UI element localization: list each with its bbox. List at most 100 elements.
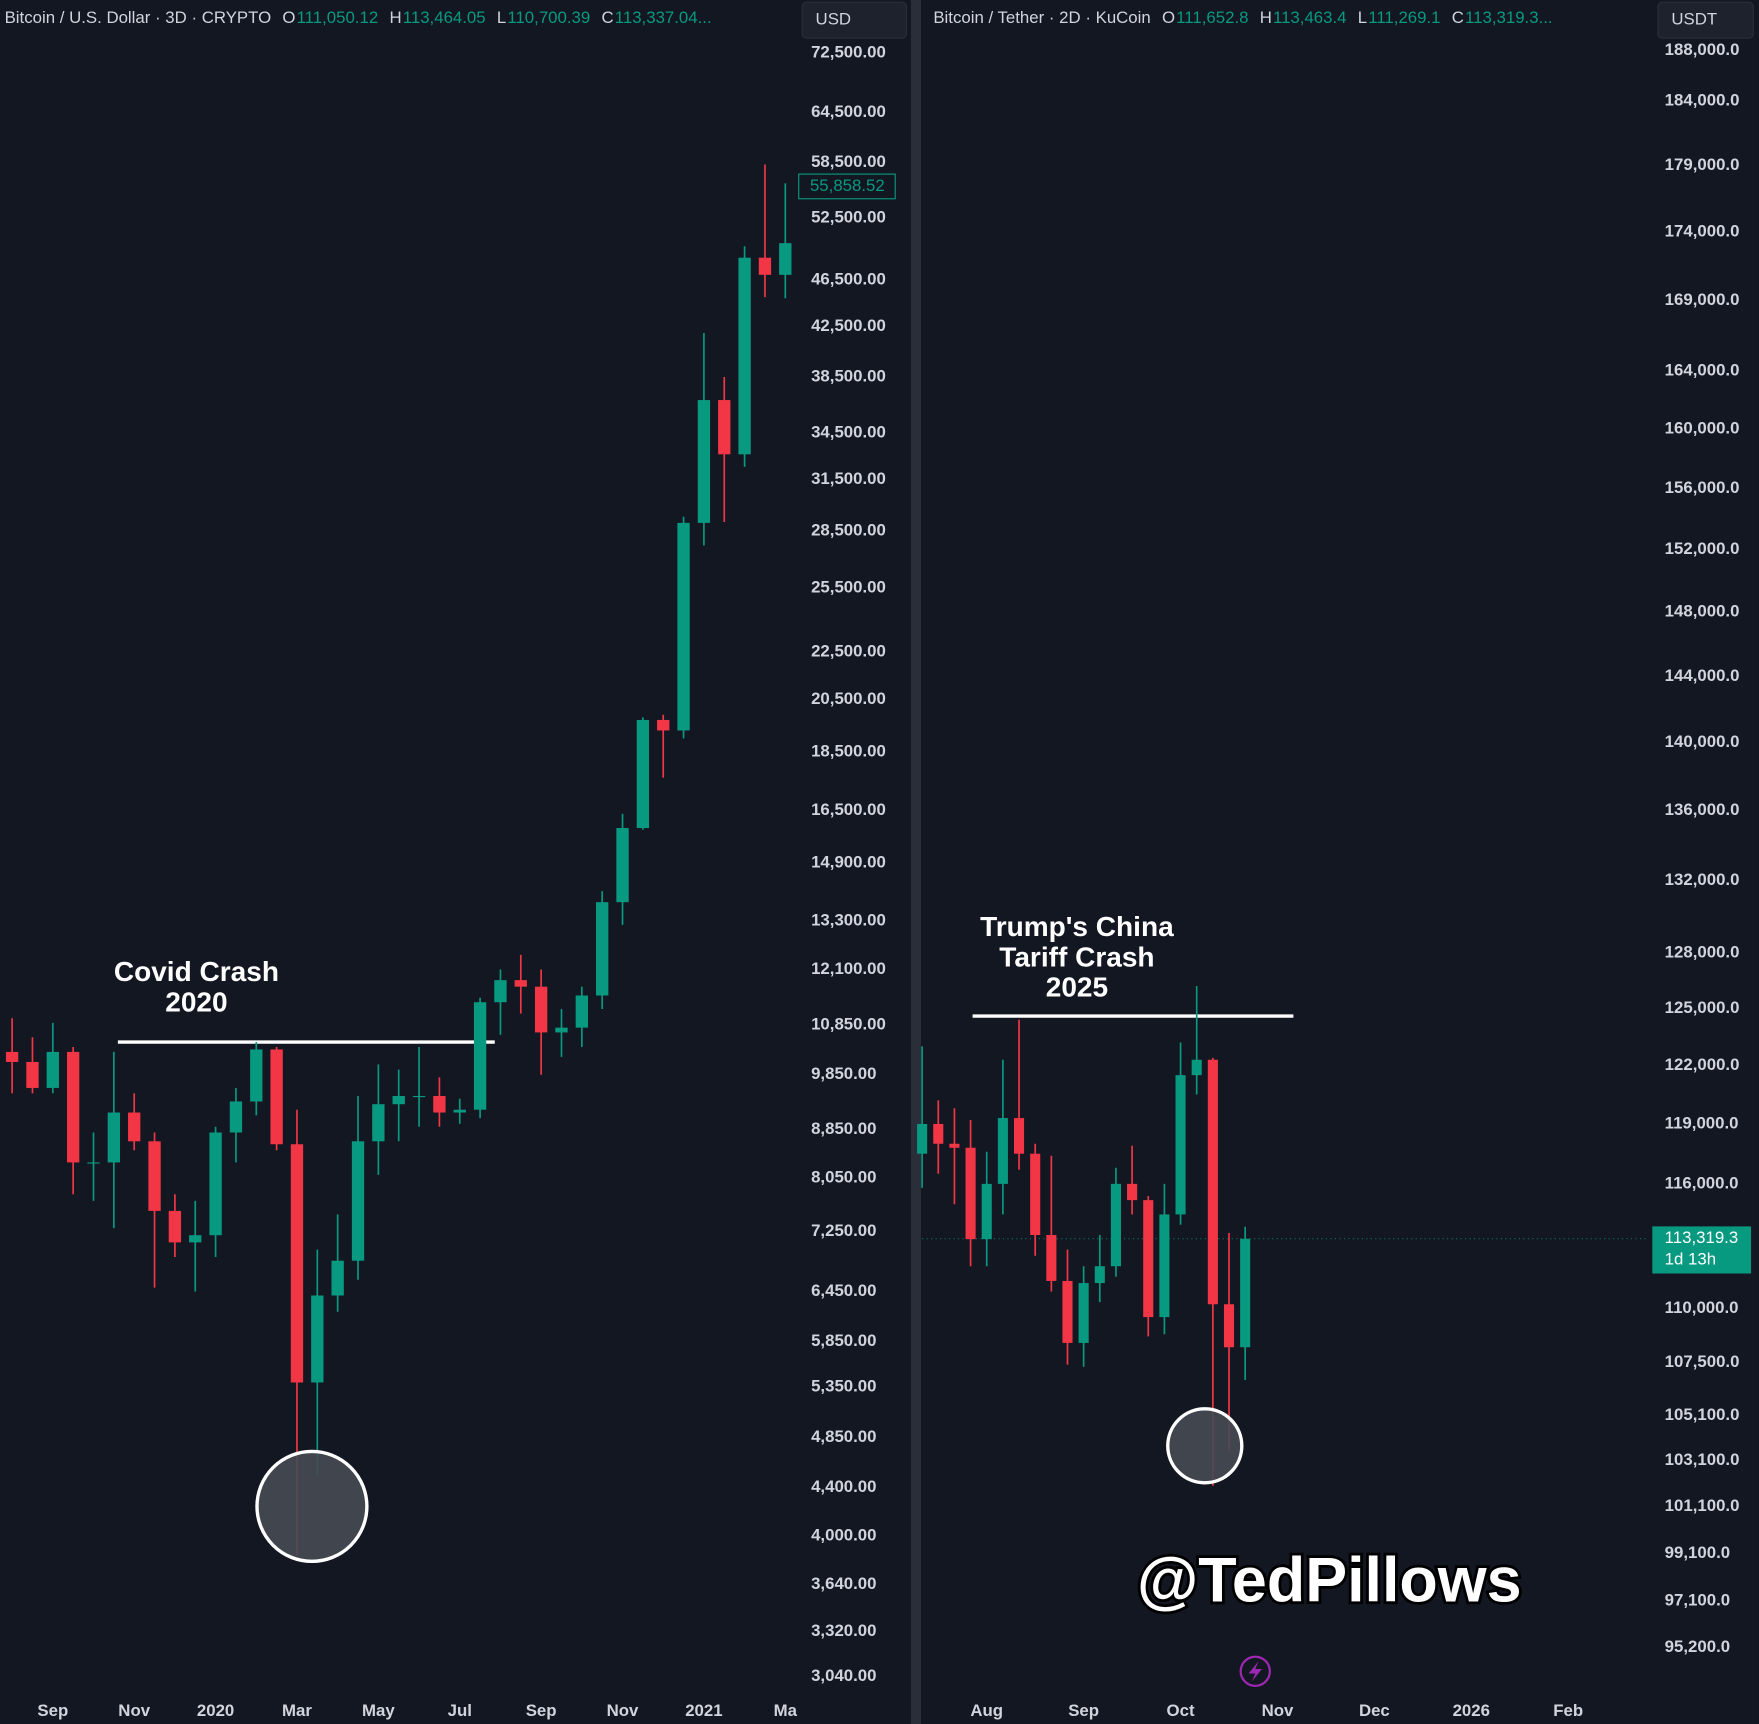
annotation-text: Trump's China (980, 911, 1174, 942)
y-tick-label: 128,000.0 (1665, 942, 1740, 961)
y-tick-label: 156,000.0 (1665, 478, 1740, 497)
x-tick-label: Mar (282, 1701, 312, 1720)
y-tick-label: 103,100.0 (1665, 1450, 1740, 1469)
y-tick-label: 125,000.0 (1665, 998, 1740, 1017)
candle-body (981, 1183, 992, 1240)
annotation-text: 2025 (1046, 972, 1108, 1003)
y-tick-label: 169,000.0 (1665, 290, 1740, 309)
y-tick-label: 4,000.00 (811, 1526, 876, 1545)
pane-divider (910, 0, 922, 1724)
y-tick-label: 4,400.00 (811, 1477, 876, 1496)
candle-body (5, 1051, 19, 1062)
y-tick-label: 132,000.0 (1665, 870, 1740, 889)
candle-body (933, 1123, 944, 1144)
y-tick-label: 110,000.0 (1665, 1298, 1739, 1317)
candle-body (26, 1061, 39, 1088)
x-tick-label: Ma (774, 1701, 798, 1720)
ohlc-label: C (1452, 9, 1464, 28)
candle-body (779, 243, 792, 275)
candle-body (148, 1141, 161, 1211)
candle-body (209, 1132, 222, 1236)
x-tick-label: Dec (1359, 1701, 1390, 1720)
ohlc-label: O (1162, 9, 1175, 28)
y-tick-label: 136,000.0 (1665, 800, 1740, 819)
candle-body (697, 400, 711, 523)
last-price-box (798, 173, 896, 200)
candle-body (1143, 1200, 1154, 1318)
x-tick-label: 2020 (197, 1701, 234, 1720)
y-tick-label: 95,200.0 (1665, 1637, 1730, 1656)
currency-label[interactable]: USDT (1671, 10, 1717, 29)
lightning-icon (1239, 1655, 1271, 1687)
y-tick-label: 3,040.00 (811, 1666, 876, 1685)
x-tick-label: Nov (607, 1701, 639, 1720)
candle-body (412, 1096, 426, 1098)
bar-countdown: 1d 13h (1665, 1249, 1716, 1268)
y-tick-label: 20,500.00 (811, 689, 886, 708)
y-tick-label: 7,250.00 (811, 1221, 876, 1240)
x-tick-label: Sep (1068, 1701, 1099, 1720)
currency-label[interactable]: USD (816, 10, 852, 29)
y-tick-label: 3,320.00 (811, 1621, 876, 1640)
candle-body (616, 828, 629, 903)
y-tick-label: 52,500.00 (811, 208, 886, 227)
ohlc-value: 111,652.8 (1176, 9, 1248, 28)
y-tick-label: 5,350.00 (811, 1377, 876, 1396)
y-tick-label: 105,100.0 (1665, 1405, 1740, 1424)
y-tick-label: 22,500.00 (811, 641, 886, 660)
y-tick-label: 16,500.00 (811, 800, 886, 819)
y-tick-label: 144,000.0 (1665, 666, 1740, 685)
candle-body (949, 1143, 960, 1148)
ohlc-label: H (389, 9, 401, 28)
y-tick-label: 31,500.00 (811, 469, 886, 488)
y-tick-label: 14,900.00 (811, 852, 886, 871)
candle-body (514, 980, 527, 987)
y-tick-label: 5,850.00 (811, 1331, 876, 1350)
y-tick-label: 116,000.0 (1665, 1173, 1739, 1192)
candle-body (66, 1051, 80, 1163)
candle-body (1240, 1238, 1251, 1348)
candle-body (657, 719, 670, 731)
candle-body (107, 1112, 121, 1163)
y-tick-label: 13,300.00 (811, 910, 886, 929)
ohlc-value: 113,463.4 (1273, 9, 1347, 28)
y-tick-label: 99,100.0 (1665, 1543, 1730, 1562)
y-tick-label: 101,100.0 (1665, 1496, 1740, 1515)
ohlc-value: 113,337.04... (615, 9, 712, 28)
ohlc-label: O (282, 9, 295, 28)
ohlc-value: 110,700.39 (507, 9, 590, 28)
candle-body (311, 1295, 324, 1383)
x-tick-label: May (362, 1701, 395, 1720)
candle-body (351, 1141, 365, 1261)
x-tick-label: Feb (1553, 1701, 1583, 1720)
y-tick-label: 25,500.00 (811, 577, 886, 596)
y-tick-label: 148,000.0 (1665, 602, 1740, 621)
candle-body (128, 1112, 141, 1142)
candle-body (1175, 1075, 1186, 1215)
candle-body (1030, 1153, 1041, 1236)
currency-button[interactable] (1657, 1, 1754, 39)
x-tick-label: Nov (1262, 1701, 1294, 1720)
y-tick-label: 122,000.0 (1665, 1055, 1740, 1074)
currency-button[interactable] (801, 1, 907, 39)
y-tick-label: 64,500.00 (811, 102, 886, 121)
candle-body (453, 1109, 466, 1113)
symbol-title: Bitcoin / Tether · 2D · KuCoin (933, 9, 1150, 28)
ohlc-value: 113,464.05 (403, 9, 486, 28)
y-tick-label: 10,850.00 (811, 1015, 886, 1034)
y-tick-label: 160,000.0 (1665, 419, 1740, 438)
candle-body (1207, 1059, 1218, 1305)
y-tick-label: 164,000.0 (1665, 361, 1740, 380)
candle-body (290, 1144, 304, 1383)
candle-body (758, 257, 772, 275)
candle-body (917, 1123, 928, 1154)
y-tick-label: 179,000.0 (1665, 155, 1740, 174)
y-tick-label: 12,100.00 (811, 959, 886, 978)
y-tick-label: 72,500.00 (811, 42, 886, 61)
ohlc-value: 111,050.12 (297, 9, 379, 28)
candle-body (392, 1096, 405, 1105)
y-tick-label: 152,000.0 (1665, 539, 1740, 558)
